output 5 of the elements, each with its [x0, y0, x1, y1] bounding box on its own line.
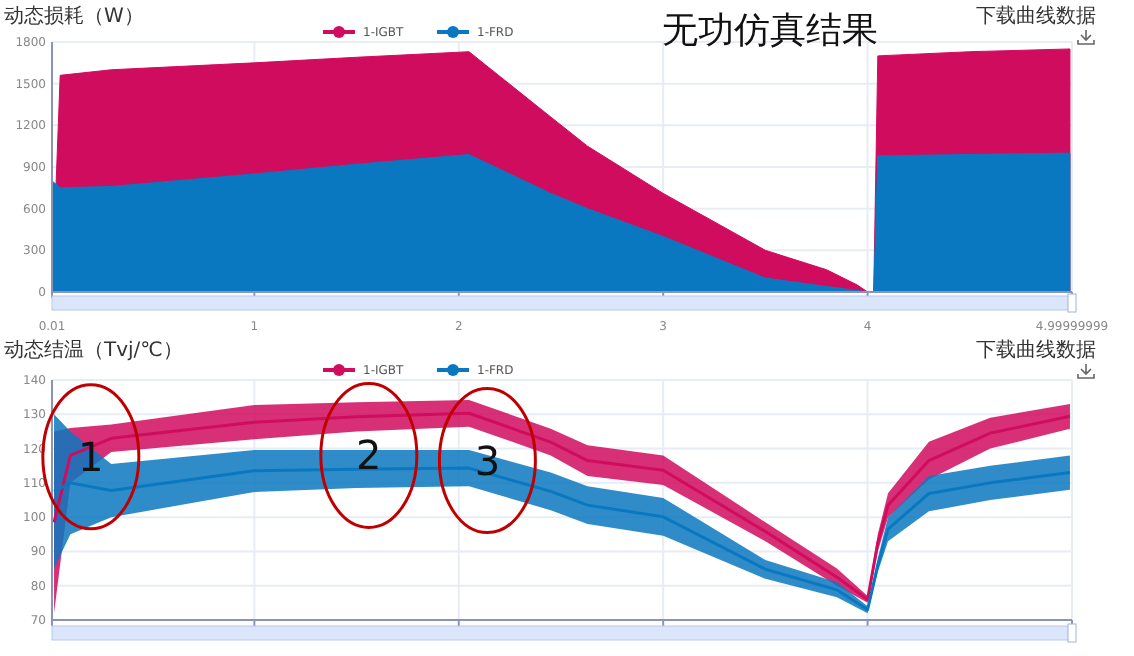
text: 下载曲线数据	[976, 338, 1096, 362]
text: 下载曲线数据	[976, 4, 1096, 28]
annotation: 无功仿真结果	[662, 10, 878, 52]
chart-title: 动态损耗（W）	[4, 4, 144, 28]
chart-title: 动态结温（Tvj/℃）	[4, 338, 183, 362]
